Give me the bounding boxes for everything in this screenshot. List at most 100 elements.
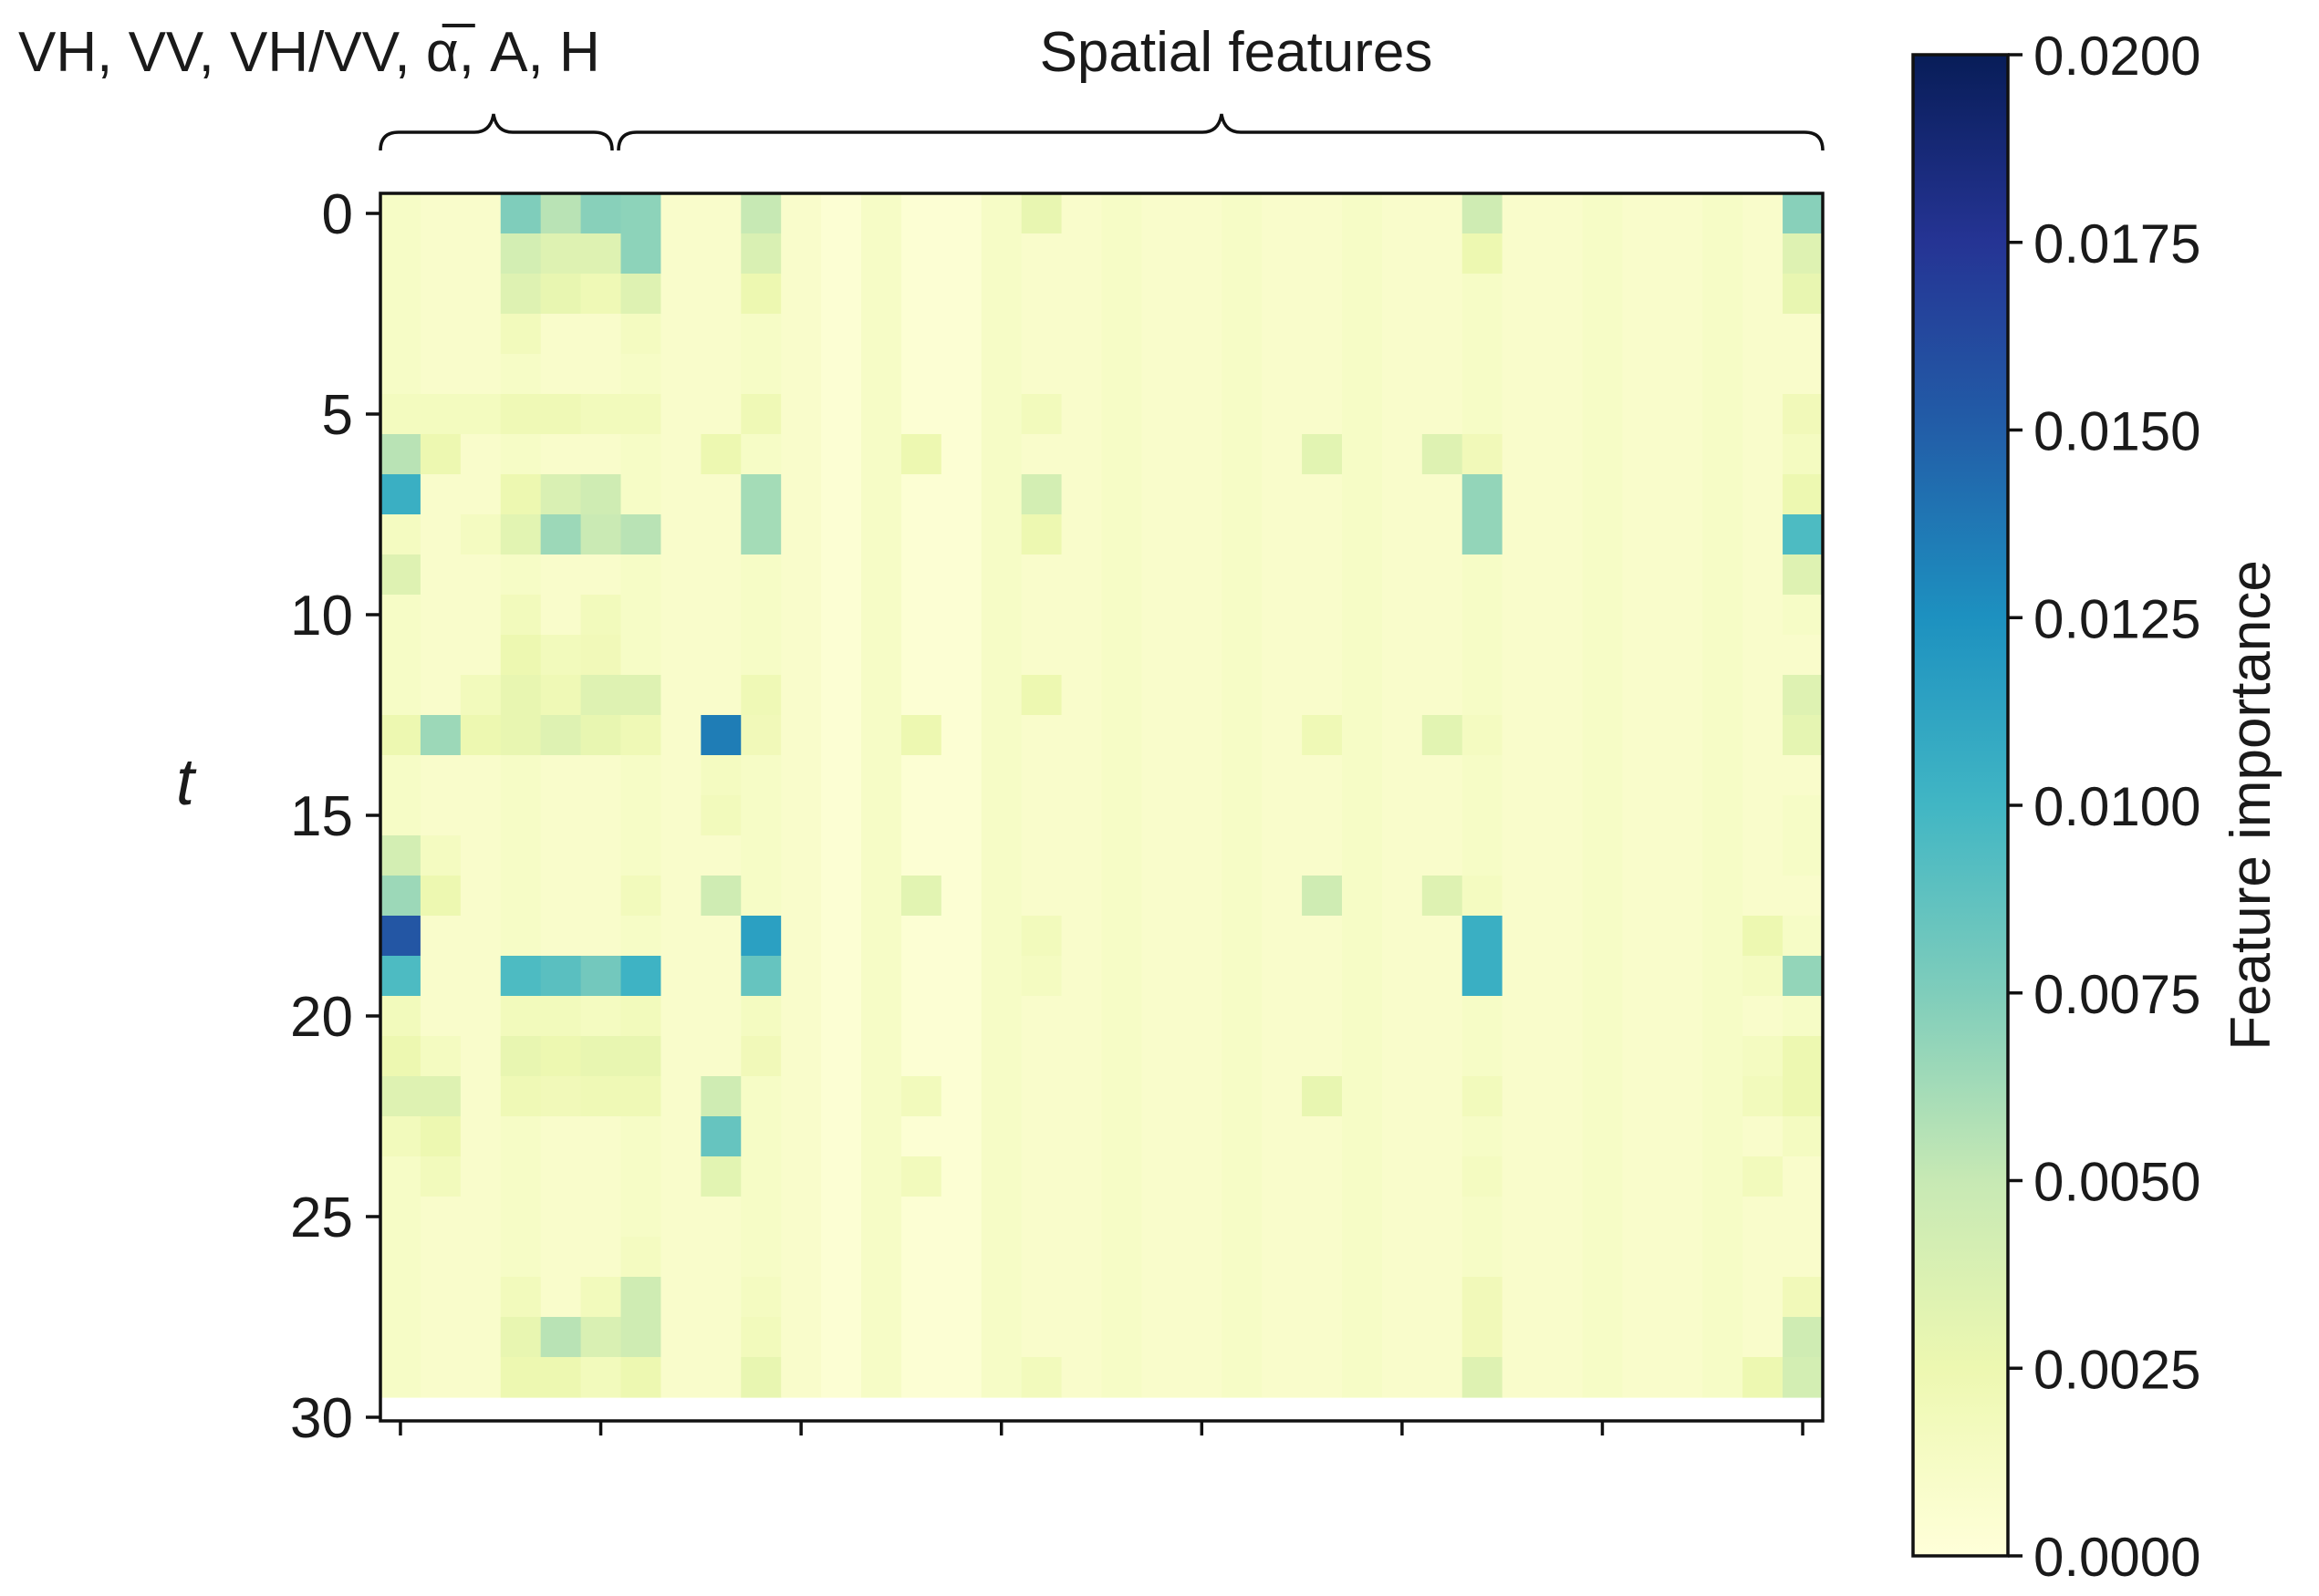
- heatmap-cell: [660, 755, 702, 796]
- heatmap-cell: [1061, 554, 1103, 596]
- heatmap-cell: [781, 314, 822, 355]
- heatmap-cell: [1101, 835, 1143, 876]
- heatmap-cell: [861, 1036, 902, 1077]
- heatmap-cell: [660, 595, 702, 636]
- heatmap-cell: [1502, 635, 1544, 676]
- heatmap-cell: [941, 274, 983, 315]
- heatmap-cell: [900, 233, 942, 275]
- heatmap-cell: [1662, 635, 1703, 676]
- heatmap-cell: [620, 1317, 662, 1358]
- heatmap-cell: [1461, 1076, 1503, 1117]
- bracket-polarimetric: [379, 113, 614, 151]
- heatmap-cell: [1622, 1277, 1663, 1318]
- heatmap-cell: [1542, 876, 1584, 917]
- heatmap-cell: [1582, 1357, 1624, 1398]
- heatmap-cell: [1461, 835, 1503, 876]
- heatmap-cell: [1302, 876, 1343, 917]
- heatmap-cell: [1421, 595, 1463, 636]
- heatmap-cell: [781, 554, 822, 596]
- heatmap-cell: [1421, 1036, 1463, 1077]
- heatmap-cell: [1302, 193, 1343, 234]
- heatmap-cell: [1222, 1277, 1263, 1318]
- heatmap-cell: [620, 1197, 662, 1238]
- heatmap-cell: [701, 675, 742, 716]
- heatmap-cell: [1302, 635, 1343, 676]
- heatmap-cell: [420, 233, 462, 275]
- heatmap-cell: [420, 595, 462, 636]
- heatmap-cell: [981, 354, 1023, 395]
- heatmap-cell: [1461, 274, 1503, 315]
- heatmap-cell: [620, 956, 662, 997]
- heatmap-cell: [460, 675, 502, 716]
- heatmap-cell: [540, 1237, 582, 1278]
- heatmap-cell: [1141, 394, 1182, 435]
- heatmap-cell: [1742, 1197, 1783, 1238]
- heatmap-cell: [1222, 554, 1263, 596]
- heatmap-cell: [1542, 1237, 1584, 1278]
- heatmap-cell: [420, 514, 462, 555]
- heatmap-cell: [1461, 795, 1503, 836]
- heatmap-cell: [781, 1076, 822, 1117]
- heatmap-cell: [420, 755, 462, 796]
- heatmap-cell: [821, 715, 862, 756]
- heatmap-cell: [1582, 394, 1624, 435]
- heatmap-cell: [1662, 916, 1703, 957]
- heatmap-cell: [1222, 916, 1263, 957]
- heatmap-cell: [500, 996, 542, 1037]
- heatmap-cell: [1783, 795, 1824, 836]
- heatmap-cell: [900, 474, 942, 515]
- heatmap-cell: [1381, 1076, 1423, 1117]
- heatmap-cell: [1262, 916, 1303, 957]
- heatmap-cell: [1181, 1036, 1222, 1077]
- heatmap-cell: [1702, 795, 1743, 836]
- heatmap-cell: [620, 635, 662, 676]
- heatmap-cell: [701, 916, 742, 957]
- heatmap-cell: [861, 795, 902, 836]
- heatmap-cell: [741, 394, 782, 435]
- heatmap-cell: [1381, 354, 1423, 395]
- heatmap-cell: [460, 715, 502, 756]
- heatmap-cell: [380, 474, 421, 515]
- heatmap-cell: [380, 916, 421, 957]
- heatmap-cell: [500, 835, 542, 876]
- heatmap-cell: [821, 474, 862, 515]
- heatmap-cell: [500, 1156, 542, 1197]
- heatmap-cell: [1702, 635, 1743, 676]
- heatmap-cell: [781, 514, 822, 555]
- heatmap-cell: [1181, 1277, 1222, 1318]
- heatmap-cell: [1222, 675, 1263, 716]
- heatmap-cell: [1021, 876, 1063, 917]
- heatmap-cell: [1582, 554, 1624, 596]
- heatmap-cell: [380, 1076, 421, 1117]
- heatmap-cell: [1461, 354, 1503, 395]
- heatmap-cell: [1783, 835, 1824, 876]
- heatmap-cell: [540, 1076, 582, 1117]
- heatmap-cell: [1662, 193, 1703, 234]
- heatmap-cell: [900, 1317, 942, 1358]
- heatmap-cell: [1783, 394, 1824, 435]
- heatmap-cell: [1381, 755, 1423, 796]
- heatmap-cell: [981, 1357, 1023, 1398]
- heatmap-cell: [1662, 835, 1703, 876]
- heatmap-cell: [1302, 1036, 1343, 1077]
- heatmap-cell: [1421, 193, 1463, 234]
- heatmap-cell: [981, 956, 1023, 997]
- heatmap-cell: [1141, 1237, 1182, 1278]
- heatmap-cell: [1502, 1237, 1544, 1278]
- heatmap-cell: [1542, 1317, 1584, 1358]
- heatmap-cell: [1222, 434, 1263, 475]
- heatmap-cell: [1181, 1156, 1222, 1197]
- heatmap-cell: [1662, 274, 1703, 315]
- heatmap-cell: [1783, 1277, 1824, 1318]
- heatmap-cell: [460, 193, 502, 234]
- heatmap-cell: [1461, 1237, 1503, 1278]
- heatmap-cell: [460, 514, 502, 555]
- heatmap-cell: [821, 956, 862, 997]
- heatmap-cell: [781, 755, 822, 796]
- heatmap-cell: [1141, 554, 1182, 596]
- heatmap-cell: [1421, 1197, 1463, 1238]
- heatmap-cell: [821, 595, 862, 636]
- heatmap-cell: [380, 876, 421, 917]
- heatmap-cell: [1342, 715, 1383, 756]
- heatmap-cell: [1662, 394, 1703, 435]
